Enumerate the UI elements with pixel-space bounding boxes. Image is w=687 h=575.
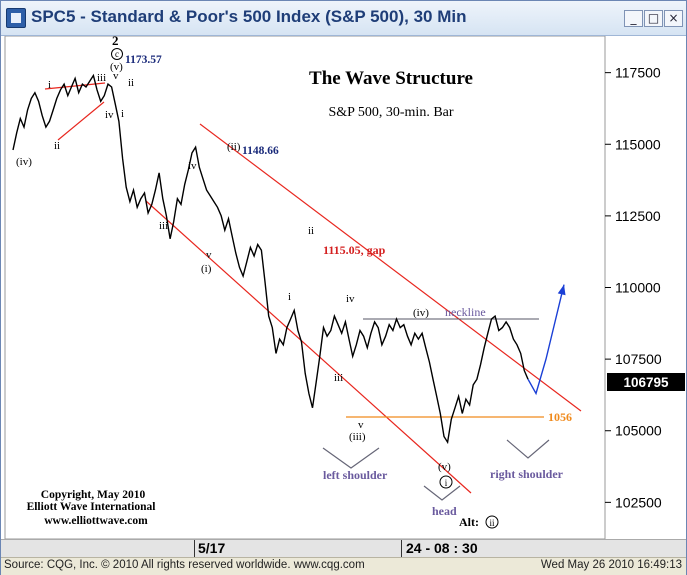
wave-label-ii-paren: (ii) xyxy=(227,141,241,153)
copyright-line-2: Elliott Wave International xyxy=(27,501,156,513)
wave-label-c: c xyxy=(115,49,119,59)
high-value-label: 1173.57 xyxy=(125,54,162,66)
channel-upper-line xyxy=(199,123,582,412)
neckline-label: neckline xyxy=(445,305,486,319)
wave-label-iv-2: iv xyxy=(188,160,197,172)
triangle-lower-line xyxy=(57,101,105,141)
wave-ii-value-label: 1148.66 xyxy=(242,145,279,157)
time-label-24-0830: 24 - 08 : 30 xyxy=(406,540,478,556)
chart-subtitle: S&P 500, 30-min. Bar xyxy=(328,105,453,120)
chart-title: The Wave Structure xyxy=(309,68,473,89)
wave-label-ii: ii xyxy=(54,140,60,152)
wave-label-v: v xyxy=(113,70,119,82)
wave-i-circle xyxy=(439,475,453,489)
y-tick-label: 105000 xyxy=(615,423,662,439)
price-axis: 117500 115000 112500 110000 107500 105000 1025… xyxy=(605,65,662,510)
y-tick-label: 115000 xyxy=(615,136,661,152)
wave-label-v-paren-2: (v) xyxy=(438,461,451,473)
source-text: Source: CQG, Inc. © 2010 All rights rese… xyxy=(4,559,365,571)
wave-label-ii-top: ii xyxy=(128,77,134,89)
y-tick-label: 117500 xyxy=(615,65,661,81)
title-bar[interactable]: SPC5 - Standard & Poor's 500 Index (S&P … xyxy=(1,1,686,36)
left-shoulder-marker xyxy=(322,447,380,469)
time-axis: 5/17 24 - 08 : 30 xyxy=(1,539,686,558)
wave-label-v-3: v xyxy=(358,419,364,431)
right-shoulder-label: right shoulder xyxy=(490,467,564,481)
price-chart: 117500 115000 112500 110000 107500 105000 1025… xyxy=(4,36,685,540)
alt-wave-circle xyxy=(485,515,499,529)
wave-label-i-paren: (i) xyxy=(201,263,212,275)
wave-label-i-top: i xyxy=(121,108,124,120)
head-marker xyxy=(423,485,461,501)
support-label: 1056 xyxy=(548,410,572,424)
wave-label-iii-3: iii xyxy=(334,372,343,384)
y-tick-label: 110000 xyxy=(615,280,661,296)
wave-c-circle xyxy=(111,48,123,60)
price-series xyxy=(12,73,566,445)
copyright-line-1: Copyright, May 2010 xyxy=(41,489,146,501)
wave-label-i: i xyxy=(48,79,51,91)
time-divider-1 xyxy=(194,540,195,558)
wave-label-i-3: i xyxy=(288,291,291,303)
maximize-button[interactable]: □ xyxy=(644,10,663,27)
time-divider-2 xyxy=(401,540,402,558)
wave-label-iv-paren: (iv) xyxy=(16,156,32,168)
close-button[interactable]: × xyxy=(664,10,683,27)
plot-area xyxy=(4,36,606,540)
copyright-line-3: www.elliottwave.com xyxy=(44,515,148,527)
time-label-5-17: 5/17 xyxy=(198,540,226,556)
right-shoulder-marker xyxy=(506,439,550,459)
gap-label: 1115.05, gap xyxy=(323,243,386,257)
y-tick-label: 107500 xyxy=(615,351,662,367)
last-price-box xyxy=(607,373,685,391)
wave-label-v-2: v xyxy=(206,249,212,261)
projection-line xyxy=(527,284,565,396)
status-datetime: Wed May 26 2010 16:49:13 xyxy=(540,559,682,571)
wave-label-iv-paren-2: (iv) xyxy=(413,307,429,319)
wave-labels: (iv) ii i iii iv v ii i 2 c (v) iii iv v… xyxy=(16,36,453,489)
wave-label-v-paren: (v) xyxy=(110,61,123,73)
alt-wave-label: ii xyxy=(489,518,495,528)
wave-label-iii: iii xyxy=(97,72,106,84)
minimize-button[interactable]: _ xyxy=(624,10,643,27)
left-shoulder-label: left shoulder xyxy=(323,468,388,482)
status-bar: Source: CQG, Inc. © 2010 All rights rese… xyxy=(1,557,686,575)
wave-label-i-circle: i xyxy=(445,478,448,488)
wave-label-iv: iv xyxy=(105,109,114,121)
wave-label-ii-3: ii xyxy=(308,225,314,237)
window-title: SPC5 - Standard & Poor's 500 Index (S&P … xyxy=(31,7,467,26)
channel-lower-line xyxy=(145,200,472,494)
wave-label-2: 2 xyxy=(112,36,119,48)
wave-label-iii-paren: (iii) xyxy=(349,431,366,443)
wave-label-iv-3: iv xyxy=(346,293,355,305)
last-price-label: 106795 xyxy=(623,375,669,390)
chart-app-icon xyxy=(6,8,26,28)
wave-label-iii-2: iii xyxy=(159,220,168,232)
projection-arrowhead xyxy=(557,284,566,296)
y-tick-label: 102500 xyxy=(615,494,662,510)
price-line xyxy=(12,73,529,445)
y-tick-label: 112500 xyxy=(615,208,661,224)
alt-label: Alt: xyxy=(459,515,479,529)
head-label: head xyxy=(432,504,457,518)
